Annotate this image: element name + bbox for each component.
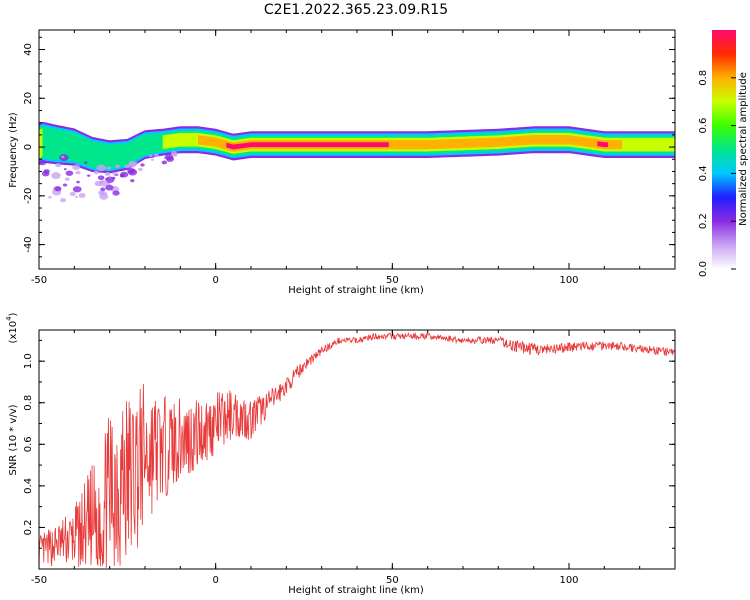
spectrogram-speckle xyxy=(148,154,153,158)
spectrogram-speckle xyxy=(43,169,50,174)
snr-frame xyxy=(38,329,676,570)
colorbar-tick-label: 0.4 xyxy=(698,165,709,181)
spectrogram-speckle xyxy=(128,162,136,168)
colorbar-scale xyxy=(712,30,736,269)
spectrogram-speckle xyxy=(120,175,124,178)
colorbar-tick-label: 0.2 xyxy=(698,213,709,229)
spectrogram-speckle xyxy=(153,153,159,158)
spectrogram-ytick-label: 40 xyxy=(23,43,34,56)
spectrogram-band xyxy=(226,142,389,150)
spectrogram-ytick-label: 20 xyxy=(23,92,34,105)
spectrogram-panel: -50 0 50 100 -40 -20 0 20 40 Height of straight … xyxy=(8,29,676,296)
spectrogram-heatmap xyxy=(39,121,675,203)
spectrogram-speckle xyxy=(112,171,118,176)
spectrogram-speckle xyxy=(62,183,68,187)
snr-panel: -50 0 50 100 0.2 0.4 0.6 0.8 1.0 Height of strai… xyxy=(5,312,676,596)
spectrogram-xtick-label: 50 xyxy=(386,275,399,286)
spectrogram-speckle xyxy=(65,170,74,176)
spectrogram-speckle xyxy=(99,193,109,200)
snr-ytick-label: 0.6 xyxy=(23,436,34,452)
spectrogram-speckle xyxy=(61,155,65,159)
spectrogram-speckle xyxy=(106,166,112,170)
spectrogram-speckle xyxy=(69,191,76,197)
spectrogram-speckle xyxy=(150,158,155,161)
spectrogram-speckle xyxy=(76,180,80,184)
spectrogram-speckle xyxy=(78,193,86,199)
spectrogram-speckle xyxy=(105,176,115,183)
colorbar-ticks: 0.0 0.2 0.4 0.6 0.8 xyxy=(698,70,736,277)
spectrogram-band xyxy=(39,128,43,159)
snr-xlabel: Height of straight line (km) xyxy=(288,585,424,596)
spectrogram-xlabel: Height of straight line (km) xyxy=(288,285,424,296)
spectrogram-speckle xyxy=(127,167,136,174)
spectrogram-xtick-label: 0 xyxy=(212,275,218,286)
snr-xtick-label: -50 xyxy=(31,575,47,586)
colorbar-tick-label: 0.0 xyxy=(698,261,709,277)
snr-series-line xyxy=(39,331,675,569)
spectrogram-speckle xyxy=(137,167,143,172)
snr-ylabel: SNR (10 * v/v) xyxy=(8,404,19,475)
spectrogram-speckle xyxy=(54,186,62,192)
spectrogram-speckle xyxy=(98,180,109,187)
snr-yscale: (x104) xyxy=(5,312,19,343)
spectrogram-speckle xyxy=(96,164,107,172)
chart-title: C2E1.2022.365.23.09.R15 xyxy=(264,2,448,18)
snr-ticks: -50 0 50 100 0.2 0.4 0.6 0.8 1.0 xyxy=(23,330,676,586)
spectrogram-xtick-label: 100 xyxy=(559,275,578,286)
spectrogram-speckle xyxy=(114,164,120,168)
spectrogram-ylabel: Frequency (Hz) xyxy=(8,112,19,188)
spectrogram-speckle xyxy=(87,174,91,177)
spectrogram-speckle xyxy=(84,161,88,164)
colorbar-label: Normalized spectral amplitude xyxy=(738,72,749,226)
spectrogram-ticks: -50 0 50 100 -40 -20 0 20 40 xyxy=(23,30,676,286)
snr-ytick-label: 0.2 xyxy=(23,519,34,535)
snr-ytick-label: 0.8 xyxy=(23,395,34,411)
spectrogram-speckle xyxy=(164,154,174,161)
spectrogram-speckle xyxy=(72,164,81,171)
spectrogram-speckle xyxy=(72,186,82,193)
colorbar: 0.0 0.2 0.4 0.6 0.8 Normalized spectral ampl… xyxy=(698,30,749,277)
spectrogram-speckle xyxy=(75,170,81,175)
spectrogram-speckle xyxy=(51,172,61,179)
spectrogram-xtick-label: -50 xyxy=(31,275,47,286)
spectrogram-speckle xyxy=(39,159,47,166)
snr-xtick-label: 50 xyxy=(386,575,399,586)
snr-ytick-label: 1.0 xyxy=(23,353,34,369)
snr-xtick-label: 0 xyxy=(212,575,218,586)
spectrogram-speckle xyxy=(140,163,145,167)
spectrogram-speckle xyxy=(100,187,106,192)
snr-xtick-label: 100 xyxy=(559,575,578,586)
spectrogram-speckle xyxy=(64,177,70,181)
spectrogram-speckle xyxy=(112,190,120,196)
spectrogram-band xyxy=(198,135,622,152)
spectrogram-speckle xyxy=(104,171,111,176)
spectrogram-speckle xyxy=(130,179,135,183)
spectrogram-speckle xyxy=(97,175,105,181)
spectrogram-speckle xyxy=(105,184,114,191)
spectrogram-speckle xyxy=(75,195,79,198)
spectrogram-ytick-label: -20 xyxy=(23,188,34,204)
spectrogram-speckle xyxy=(161,160,168,165)
spectrogram-speckle xyxy=(93,170,99,175)
spectrogram-ytick-label: 0 xyxy=(23,144,34,150)
colorbar-tick-label: 0.8 xyxy=(698,70,709,86)
spectrogram-speckle xyxy=(48,196,52,199)
colorbar-tick-label: 0.6 xyxy=(698,118,709,134)
spectrogram-speckle xyxy=(172,153,178,157)
snr-ytick-label: 0.4 xyxy=(23,478,34,494)
spectrogram-ytick-label: -40 xyxy=(23,236,34,252)
spectrogram-speckle xyxy=(60,198,67,203)
spectrogram-speckle xyxy=(55,163,62,168)
spectrogram-speckle xyxy=(63,168,67,171)
spectrogram-band xyxy=(597,141,608,148)
